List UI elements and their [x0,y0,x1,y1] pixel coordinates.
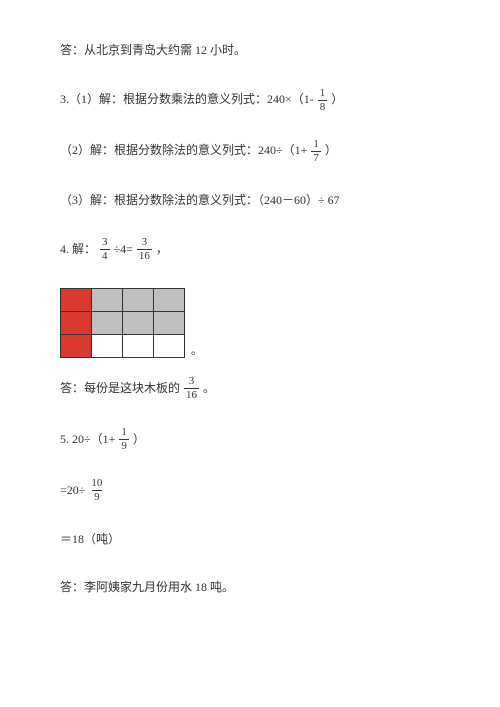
grid-cell [92,335,123,358]
frac-num: 1 [119,427,129,439]
q5-post: ） [133,429,145,451]
q3-2-post: ） [325,140,337,162]
grid-cell [61,312,92,335]
frac-den: 8 [318,100,328,113]
q5-step-pre: =20÷ [60,480,85,502]
grid-cell [154,289,185,312]
frac-den: 7 [311,151,321,164]
answer-4-post: 。 [203,378,215,400]
frac-num: 10 [89,478,104,490]
grid-table [60,288,185,358]
grid-row [61,335,185,358]
frac-den: 16 [137,249,152,262]
frac-den: 16 [184,388,199,401]
frac-den: 4 [100,249,110,262]
q4-label: 4. 解： [60,239,96,261]
q5-result: ＝18（吨） [60,529,120,551]
q3-1-post: ） [331,89,343,111]
grid-cell [61,289,92,312]
grid-cell [61,335,92,358]
frac-num: 1 [311,139,321,151]
grid-cell [123,312,154,335]
grid-cell [123,289,154,312]
frac-num: 1 [318,88,328,100]
frac-num: 3 [100,237,110,249]
frac-den: 9 [92,490,102,503]
fraction-3-16-ans: 3 16 [184,376,199,401]
q3-2-pre: （2）解：根据分数除法的意义列式：240÷（1+ [60,140,307,162]
fraction-1-7: 1 7 [311,139,321,164]
q4-mid: ÷4= [114,239,133,261]
fraction-3-16: 3 16 [137,237,152,262]
fraction-1-8: 1 8 [318,88,328,113]
answer-4-pre: 答：每份是这块木板的 [60,378,180,400]
q4-end: ， [156,239,168,261]
frac-den: 9 [119,439,129,452]
grid-cell [92,289,123,312]
grid-cell [123,335,154,358]
grid-period: 。 [191,342,202,358]
fraction-3-4: 3 4 [100,237,110,262]
grid-cell [154,312,185,335]
grid-cell [92,312,123,335]
answer-line-1: 答：从北京到青岛大约需 12 小时。 [60,40,246,62]
grid-row [61,312,185,335]
fraction-1-9: 1 9 [119,427,129,452]
grid-diagram: 。 [60,288,440,358]
grid-cell [154,335,185,358]
q3-1-pre: 3.（1）解：根据分数乘法的意义列式：240×（1- [60,89,314,111]
answer-5: 答：李阿姨家九月份用水 18 吨。 [60,577,234,599]
frac-num: 3 [140,237,150,249]
q3-3-text: （3）解：根据分数除法的意义列式：（240－60）÷ 67 [60,190,340,212]
frac-num: 3 [187,376,197,388]
grid-row [61,289,185,312]
q5-pre: 5. 20÷（1+ [60,429,115,451]
fraction-10-9: 10 9 [89,478,104,503]
